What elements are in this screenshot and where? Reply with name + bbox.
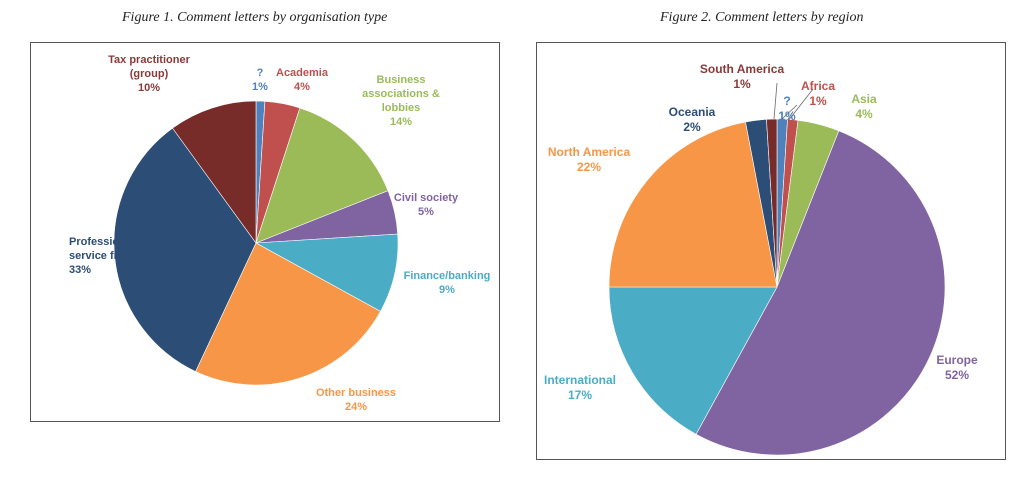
figure-2-chart-frame: ? 1% Africa 1% Asia 4% Europe 52% International 1…	[536, 42, 1006, 460]
pie-slice-professional-service-firms	[113, 127, 257, 372]
figure-2-title: Figure 2. Comment letters by region	[660, 10, 864, 25]
slice-label-business-associations-lobbies: Business associations & lobbies 14%	[362, 74, 440, 128]
organisation-type-pie-chart: ? 1% Academia 4% Business associations & lobbi…	[69, 54, 491, 413]
slice-label-civil-society: Civil society 5%	[394, 192, 459, 218]
pie-slice-other-business	[195, 242, 381, 386]
slice-label-north-america: North America 22%	[548, 145, 631, 174]
pie-slice-south-america	[766, 118, 778, 288]
slice-label-south-america: South America 1%	[700, 62, 785, 91]
slice-label-academia: Academia 4%	[276, 67, 329, 93]
slice-label-: ? 1%	[778, 94, 796, 123]
pie-slice-international	[608, 286, 778, 435]
slice-label-other-business: Other business 24%	[316, 387, 396, 413]
figure-1-chart-frame: ? 1% Academia 4% Business associations & lobbi…	[30, 42, 500, 422]
pie-slice-business-associations-lobbies	[255, 107, 389, 244]
pie-slice-north-america	[608, 121, 778, 288]
region-pie-chart: ? 1% Africa 1% Asia 4% Europe 52% International 1…	[544, 62, 978, 456]
pie-slice-europe	[695, 130, 946, 456]
leader-line	[781, 104, 798, 120]
leader-line	[787, 88, 814, 122]
slice-label-europe: Europe 52%	[936, 353, 978, 382]
pie-slice-finance-banking	[254, 233, 399, 312]
pie-slice-tax-practitioner-group	[172, 100, 257, 244]
slice-label-professional-service-firms: Professional service firms 33%	[69, 236, 137, 276]
slice-label-tax-practitioner-group: Tax practitioner (group) 10%	[108, 54, 190, 94]
slice-label-international: International 17%	[544, 373, 616, 402]
slice-label-: ? 1%	[252, 67, 268, 93]
figure-1-title: Figure 1. Comment letters by organisatio…	[122, 10, 388, 25]
slice-label-africa: Africa 1%	[801, 79, 835, 108]
slice-label-asia: Asia 4%	[851, 92, 877, 121]
slice-label-finance-banking: Finance/banking 9%	[404, 270, 491, 296]
leader-line	[773, 82, 778, 120]
slice-label-oceania: Oceania 2%	[669, 105, 716, 134]
